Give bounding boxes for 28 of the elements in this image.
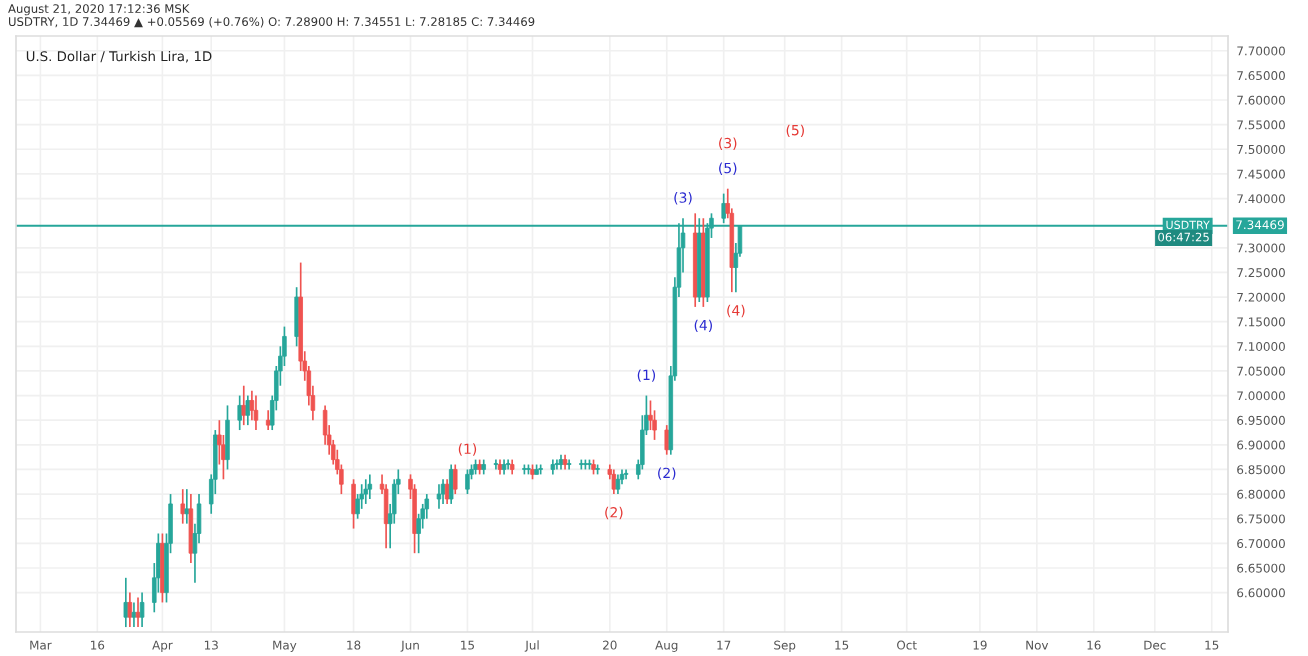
candlestick (245, 394, 251, 426)
candlestick (237, 394, 242, 431)
candlestick (623, 468, 629, 481)
candlestick (184, 488, 190, 525)
candlestick (253, 394, 259, 431)
candlestick (363, 478, 369, 505)
candlestick (265, 409, 271, 431)
candlestick (188, 493, 194, 564)
candlestick (664, 424, 669, 456)
candlestick (465, 468, 470, 495)
candlestick (241, 384, 247, 426)
candlestick (416, 512, 421, 555)
candlestick (135, 596, 141, 628)
candlestick (294, 286, 299, 348)
candlestick (448, 463, 454, 505)
candlestick (139, 591, 145, 628)
candlestick (123, 576, 129, 628)
candlestick (131, 601, 137, 628)
candlestick (436, 483, 442, 510)
candlestick (351, 478, 356, 530)
candlestick (249, 389, 255, 422)
candlestick (611, 468, 617, 495)
candlestick (367, 473, 373, 500)
candlestick (180, 488, 185, 525)
candlestick (453, 463, 458, 495)
candlestick (615, 473, 621, 495)
candlestick (440, 478, 446, 505)
candlestick (225, 404, 230, 471)
